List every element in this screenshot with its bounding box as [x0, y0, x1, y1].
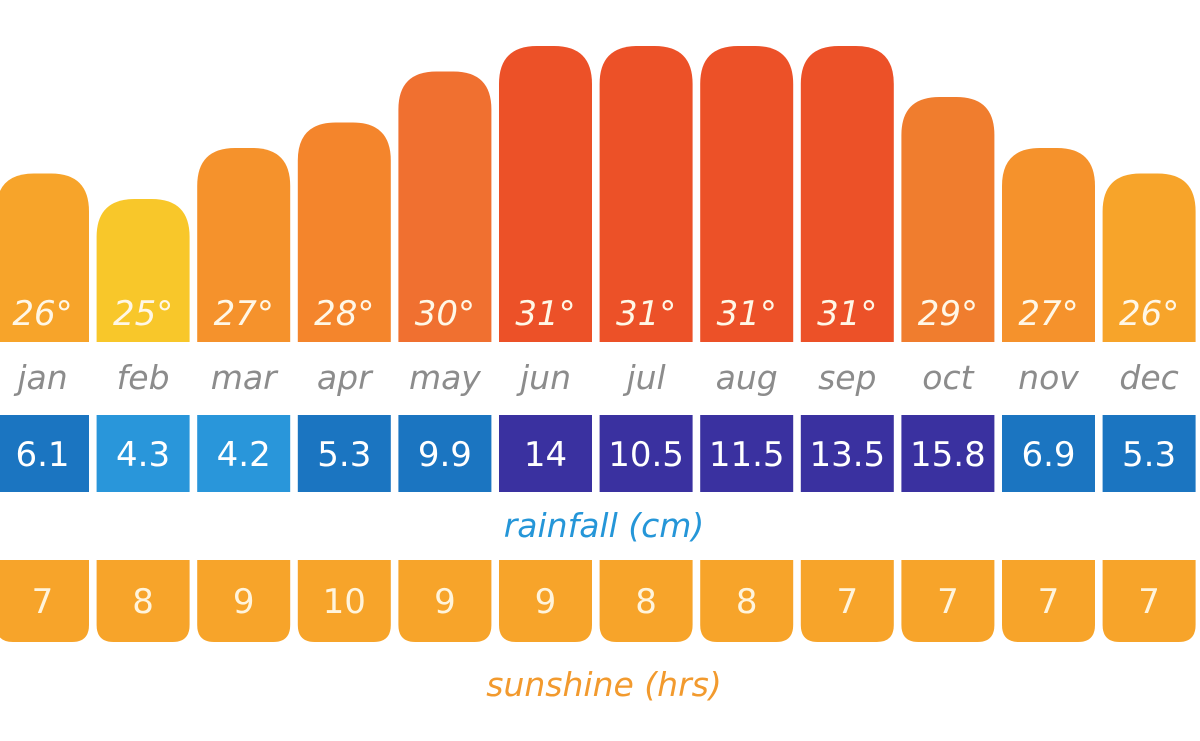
temp-label-jun: 31°	[515, 294, 575, 334]
rain-cell-jul	[599, 415, 693, 492]
sun-label-jun: 9	[535, 582, 557, 622]
temp-label-dec: 26°	[1119, 294, 1179, 334]
rain-cell-feb	[96, 415, 190, 492]
temperature-bars	[0, 46, 1196, 342]
month-label-feb: feb	[117, 358, 170, 397]
sun-cell-dec	[1102, 560, 1196, 642]
rain-cell-mar	[197, 415, 291, 492]
sunshine-cells	[0, 560, 1196, 642]
sun-cell-sep	[800, 560, 894, 642]
sun-cell-feb	[96, 560, 190, 642]
sun-cell-jan	[0, 560, 89, 642]
rain-label-apr: 5.3	[317, 435, 371, 475]
temp-bar-jun	[499, 46, 592, 342]
temp-label-jul: 31°	[616, 294, 676, 334]
temp-bar-jul	[599, 46, 693, 342]
rain-cell-jun	[499, 415, 592, 492]
rain-label-jan: 6.1	[15, 435, 69, 475]
month-label-sep: sep	[818, 358, 876, 397]
temp-bar-jan	[0, 173, 89, 342]
rainfall-labels: 6.1 4.3 4.2 5.3 9.9 14 10.5 11.5 13.5 15.8 6.9 5.3	[15, 435, 1176, 475]
sun-label-mar: 9	[233, 582, 255, 622]
rain-label-nov: 6.9	[1021, 435, 1075, 475]
temp-bar-apr	[297, 122, 391, 342]
month-label-jun: jun	[516, 358, 571, 397]
temp-label-apr: 28°	[314, 294, 374, 334]
temp-label-feb: 25°	[113, 294, 173, 334]
rain-label-jun: 14	[524, 435, 567, 475]
rain-label-feb: 4.3	[116, 435, 170, 475]
sun-label-jul: 8	[635, 582, 657, 622]
rain-label-may: 9.9	[418, 435, 472, 475]
month-label-apr: apr	[317, 358, 374, 397]
temp-label-aug: 31°	[717, 294, 777, 334]
sun-label-feb: 8	[132, 582, 154, 622]
sun-cell-apr	[297, 560, 391, 642]
sun-label-sep: 7	[836, 582, 858, 622]
rain-label-sep: 13.5	[809, 435, 885, 475]
month-label-nov: nov	[1018, 358, 1079, 397]
sun-cell-may	[398, 560, 492, 642]
month-label-mar: mar	[211, 358, 279, 397]
temp-label-mar: 27°	[214, 294, 274, 334]
temp-bar-nov	[1002, 148, 1095, 342]
sun-cell-jul	[599, 560, 693, 642]
sunshine-caption: sunshine (hrs)	[486, 665, 721, 704]
sun-cell-mar	[197, 560, 291, 642]
sun-cell-jun	[499, 560, 592, 642]
temp-label-oct: 29°	[918, 294, 978, 334]
rain-label-aug: 11.5	[709, 435, 785, 475]
temp-bar-sep	[800, 46, 894, 342]
temp-bar-dec	[1102, 173, 1196, 342]
rain-cell-dec	[1102, 415, 1196, 492]
month-label-oct: oct	[922, 358, 974, 397]
sun-label-apr: 10	[323, 582, 366, 622]
sun-cell-nov	[1002, 560, 1095, 642]
sun-label-dec: 7	[1138, 582, 1160, 622]
temp-label-sep: 31°	[817, 294, 877, 334]
temp-bar-mar	[197, 148, 291, 342]
sun-label-aug: 8	[736, 582, 758, 622]
month-label-jul: jul	[622, 358, 665, 397]
month-label-jan: jan	[13, 358, 67, 397]
rainfall-caption: rainfall (cm)	[504, 506, 705, 545]
temp-bar-aug	[700, 46, 794, 342]
month-label-dec: dec	[1119, 358, 1178, 397]
rain-label-mar: 4.2	[217, 435, 271, 475]
rain-cell-oct	[901, 415, 995, 492]
temp-label-nov: 27°	[1018, 294, 1078, 334]
sun-label-nov: 7	[1038, 582, 1060, 622]
temperature-labels: 26° 25° 27° 28° 30° 31° 31° 31° 31° 29° 27° 26°	[12, 294, 1179, 334]
temp-label-may: 30°	[415, 294, 475, 334]
temp-bar-may	[398, 71, 492, 342]
sun-label-may: 9	[434, 582, 456, 622]
sun-label-oct: 7	[937, 582, 959, 622]
rain-cell-may	[398, 415, 492, 492]
sun-cell-oct	[901, 560, 995, 642]
sunshine-labels: 7 8 9 10 9 9 8 8 7 7 7 7	[32, 582, 1160, 622]
rain-label-dec: 5.3	[1122, 435, 1176, 475]
rain-label-oct: 15.8	[910, 435, 986, 475]
rainfall-cells	[0, 415, 1196, 492]
month-labels: jan feb mar apr may jun jul aug sep oct nov dec	[13, 358, 1178, 397]
rain-cell-nov	[1002, 415, 1095, 492]
rain-cell-aug	[700, 415, 794, 492]
rain-cell-jan	[0, 415, 89, 492]
temp-label-jan: 26°	[12, 294, 72, 334]
rain-cell-apr	[297, 415, 391, 492]
temp-bar-oct	[901, 97, 995, 342]
sun-label-jan: 7	[32, 582, 54, 622]
rain-cell-sep	[800, 415, 894, 492]
rain-label-jul: 10.5	[608, 435, 684, 475]
month-label-aug: aug	[716, 358, 778, 397]
month-label-may: may	[409, 358, 481, 397]
temp-bar-feb	[96, 199, 190, 342]
sun-cell-aug	[700, 560, 794, 642]
